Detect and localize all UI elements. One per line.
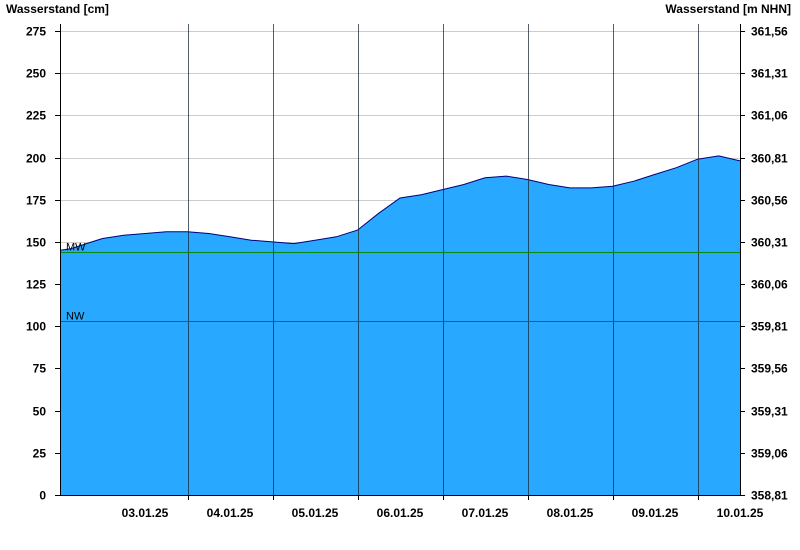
right-tick-label: 359,81 (751, 320, 788, 334)
right-tick-label: 361,06 (751, 109, 788, 123)
x-tick-label: 05.01.25 (292, 506, 339, 520)
reference-lines: MW NW (60, 242, 740, 323)
left-tick-label: 225 (26, 109, 46, 123)
left-tick-label: 275 (26, 25, 46, 39)
right-axis-label: Wasserstand [m NHN] (665, 2, 791, 16)
left-tick-label: 250 (26, 67, 46, 81)
x-tick-label: 04.01.25 (207, 506, 254, 520)
right-axis-ticks: 358,81 359,06 359,31 359,56 359,81 360,06 360,… (740, 25, 788, 503)
reference-label-nw: NW (66, 311, 85, 323)
left-axis-label: Wasserstand [cm] (6, 2, 109, 16)
x-tick-label: 06.01.25 (377, 506, 424, 520)
left-axis-ticks: 0 25 50 75 100 125 150 175 200 225 250 275 (26, 25, 60, 503)
left-tick-label: 200 (26, 152, 46, 166)
left-tick-label: 100 (26, 320, 46, 334)
right-tick-label: 360,81 (751, 152, 788, 166)
plot-area: MW NW (59, 24, 741, 495)
left-tick-label: 125 (26, 278, 46, 292)
x-axis-ticks: 03.01.25 04.01.25 05.01.25 06.01.25 07.01.25… (122, 495, 764, 520)
left-tick-label: 0 (39, 489, 46, 503)
right-tick-label: 360,31 (751, 236, 788, 250)
left-tick-label: 75 (33, 362, 47, 376)
left-tick-label: 25 (33, 447, 47, 461)
right-tick-label: 358,81 (751, 489, 788, 503)
x-tick-label: 03.01.25 (122, 506, 169, 520)
right-tick-label: 359,31 (751, 405, 788, 419)
left-tick-label: 50 (33, 405, 47, 419)
reference-label-mw: MW (66, 242, 86, 254)
water-level-line (59, 155, 741, 251)
x-tick-label: 10.01.25 (717, 506, 764, 520)
right-tick-label: 361,56 (751, 25, 788, 39)
left-tick-label: 175 (26, 194, 46, 208)
right-tick-label: 359,56 (751, 362, 788, 376)
left-tick-label: 150 (26, 236, 46, 250)
day-gridlines (188, 24, 699, 495)
x-tick-label: 07.01.25 (462, 506, 509, 520)
water-level-area (60, 155, 740, 495)
right-tick-label: 361,31 (751, 67, 788, 81)
right-tick-label: 360,06 (751, 278, 788, 292)
right-tick-label: 359,06 (751, 447, 788, 461)
x-tick-label: 09.01.25 (632, 506, 679, 520)
right-tick-label: 360,56 (751, 194, 788, 208)
x-tick-label: 08.01.25 (547, 506, 594, 520)
